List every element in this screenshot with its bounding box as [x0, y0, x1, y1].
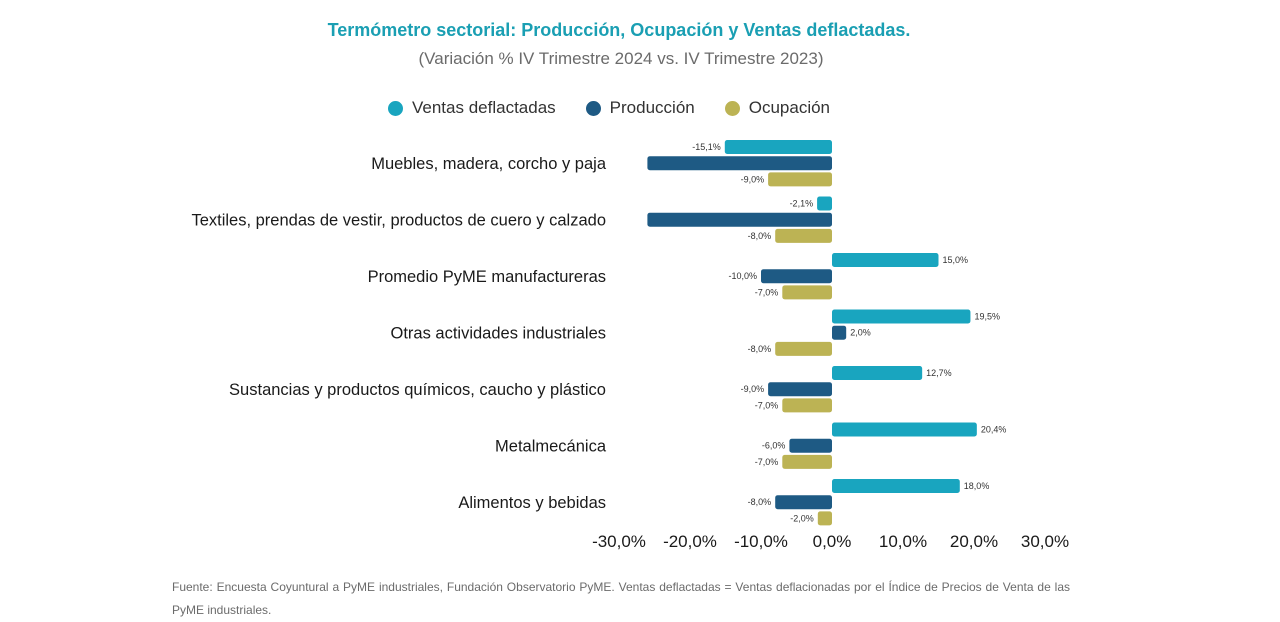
value-label-ventas-deflactadas-otras-actividades-industriales: 19,5% [974, 312, 1000, 322]
value-label-ventas-deflactadas-metalmecanica: 20,4% [981, 425, 1007, 435]
value-label-produccion-alimentos-y-bebidas: -8,0% [748, 497, 772, 507]
source-note: Fuente: Encuesta Coyuntural a PyME indus… [172, 580, 1070, 617]
bar-ventas-deflactadas-muebles-madera-corcho-y-paja [724, 140, 832, 154]
legend-swatch-ventas [388, 100, 403, 116]
value-label-produccion-promedio-pyme-manufactureras: -10,0% [728, 271, 757, 281]
value-label-ocupacion-promedio-pyme-manufactureras: -7,0% [755, 287, 779, 297]
category-label-otras-actividades-industriales: Otras actividades industriales [390, 325, 606, 343]
value-label-ventas-deflactadas-alimentos-y-bebidas: 18,0% [964, 481, 990, 491]
value-label-produccion-otras-actividades-industriales: 2,0% [850, 328, 871, 338]
legend-item-ocupacion: Ocupación [724, 98, 831, 118]
value-label-ocupacion-metalmecanica: -7,0% [755, 457, 779, 467]
category-label-alimentos-y-bebidas: Alimentos y bebidas [458, 494, 606, 512]
value-label-ocupacion-textiles-prendas-de-vestir-productos-de-cuero-y-calzado: -8,0% [748, 231, 772, 241]
value-label-ocupacion-muebles-madera-corcho-y-paja: -9,0% [741, 174, 765, 184]
bar-ventas-deflactadas-metalmecanica [832, 422, 977, 437]
x-tick-label: 0,0% [813, 532, 852, 551]
bar-ventas-deflactadas-textiles-prendas-de-vestir-productos-de-cuero-y-calzado [817, 196, 832, 211]
category-label-textiles-prendas-de-vestir-productos-de-cuero-y-calzado: Textiles, prendas de vestir, productos d… [191, 212, 606, 230]
value-label-ventas-deflactadas-promedio-pyme-manufactureras: 15,0% [943, 255, 969, 265]
bar-ventas-deflactadas-otras-actividades-industriales [832, 309, 971, 324]
bar-produccion-metalmecanica [789, 438, 832, 453]
chart-title: Termómetro sectorial: Producción, Ocupac… [327, 20, 911, 40]
value-label-ocupacion-alimentos-y-bebidas: -2,0% [790, 513, 814, 523]
bar-ocupacion-muebles-madera-corcho-y-paja [768, 172, 832, 187]
value-label-produccion-sustancias-y-productos-quimicos-caucho-y-plastico: -9,0% [741, 384, 765, 394]
value-label-ventas-deflactadas-muebles-madera-corcho-y-paja: -15,1% [692, 142, 721, 152]
legend-swatch-ocupacion [724, 100, 740, 116]
bar-ventas-deflactadas-sustancias-y-productos-quimicos-caucho-y-plastico [832, 366, 923, 380]
bar-ocupacion-textiles-prendas-de-vestir-productos-de-cuero-y-calzado [775, 228, 832, 243]
chart-subtitle: (Variación % IV Trimestre 2024 vs. IV Tr… [418, 49, 824, 68]
x-tick-label: -30,0% [592, 532, 646, 551]
bar-produccion-promedio-pyme-manufactureras [761, 269, 832, 284]
x-tick-label: -20,0% [663, 532, 717, 551]
category-label-sustancias-y-productos-quimicos-caucho-y-plastico: Sustancias y productos químicos, caucho … [229, 381, 606, 399]
value-label-ocupacion-sustancias-y-productos-quimicos-caucho-y-plastico: -7,0% [755, 400, 779, 410]
value-label-produccion-metalmecanica: -6,0% [762, 441, 786, 451]
category-label-metalmecanica: Metalmecánica [495, 438, 607, 456]
legend-label-ventas: Ventas deflactadas [412, 98, 556, 117]
value-label-ocupacion-otras-actividades-industriales: -8,0% [748, 344, 772, 354]
bar-ocupacion-alimentos-y-bebidas [817, 511, 832, 526]
x-tick-label: 20,0% [950, 532, 998, 551]
legend-swatch-produccion [585, 100, 601, 116]
value-label-ventas-deflactadas-textiles-prendas-de-vestir-productos-de-cuero-y-calzado: -2,1% [790, 199, 814, 209]
category-label-promedio-pyme-manufactureras: Promedio PyME manufactureras [368, 268, 606, 286]
category-label-muebles-madera-corcho-y-paja: Muebles, madera, corcho y paja [371, 155, 607, 173]
bar-ocupacion-sustancias-y-productos-quimicos-caucho-y-plastico [782, 398, 832, 413]
bar-produccion-sustancias-y-productos-quimicos-caucho-y-plastico [768, 382, 832, 397]
bar-ventas-deflactadas-alimentos-y-bebidas [832, 479, 960, 493]
value-label-ventas-deflactadas-sustancias-y-productos-quimicos-caucho-y-plastico: 12,7% [926, 368, 952, 378]
bar-produccion-textiles-prendas-de-vestir-productos-de-cuero-y-calzado [647, 212, 832, 227]
bar-ocupacion-metalmecanica [782, 454, 832, 469]
chart-legend: Ventas deflactadas Producción Ocupación [388, 97, 860, 119]
x-tick-label: 10,0% [879, 532, 927, 551]
legend-label-produccion: Producción [609, 98, 695, 117]
x-tick-label: -10,0% [734, 532, 788, 551]
bar-produccion-muebles-madera-corcho-y-paja [647, 156, 832, 171]
x-tick-label: 30,0% [1021, 532, 1069, 551]
bar-ventas-deflactadas-promedio-pyme-manufactureras [832, 253, 939, 267]
legend-label-ocupacion: Ocupación [748, 98, 831, 117]
bar-produccion-alimentos-y-bebidas [775, 495, 832, 510]
bar-ocupacion-promedio-pyme-manufactureras [782, 285, 832, 300]
bar-produccion-otras-actividades-industriales [832, 325, 847, 340]
legend-item-produccion: Producción [585, 98, 695, 118]
legend-item-ventas: Ventas deflactadas [388, 98, 556, 118]
bar-ocupacion-otras-actividades-industriales [775, 341, 832, 356]
